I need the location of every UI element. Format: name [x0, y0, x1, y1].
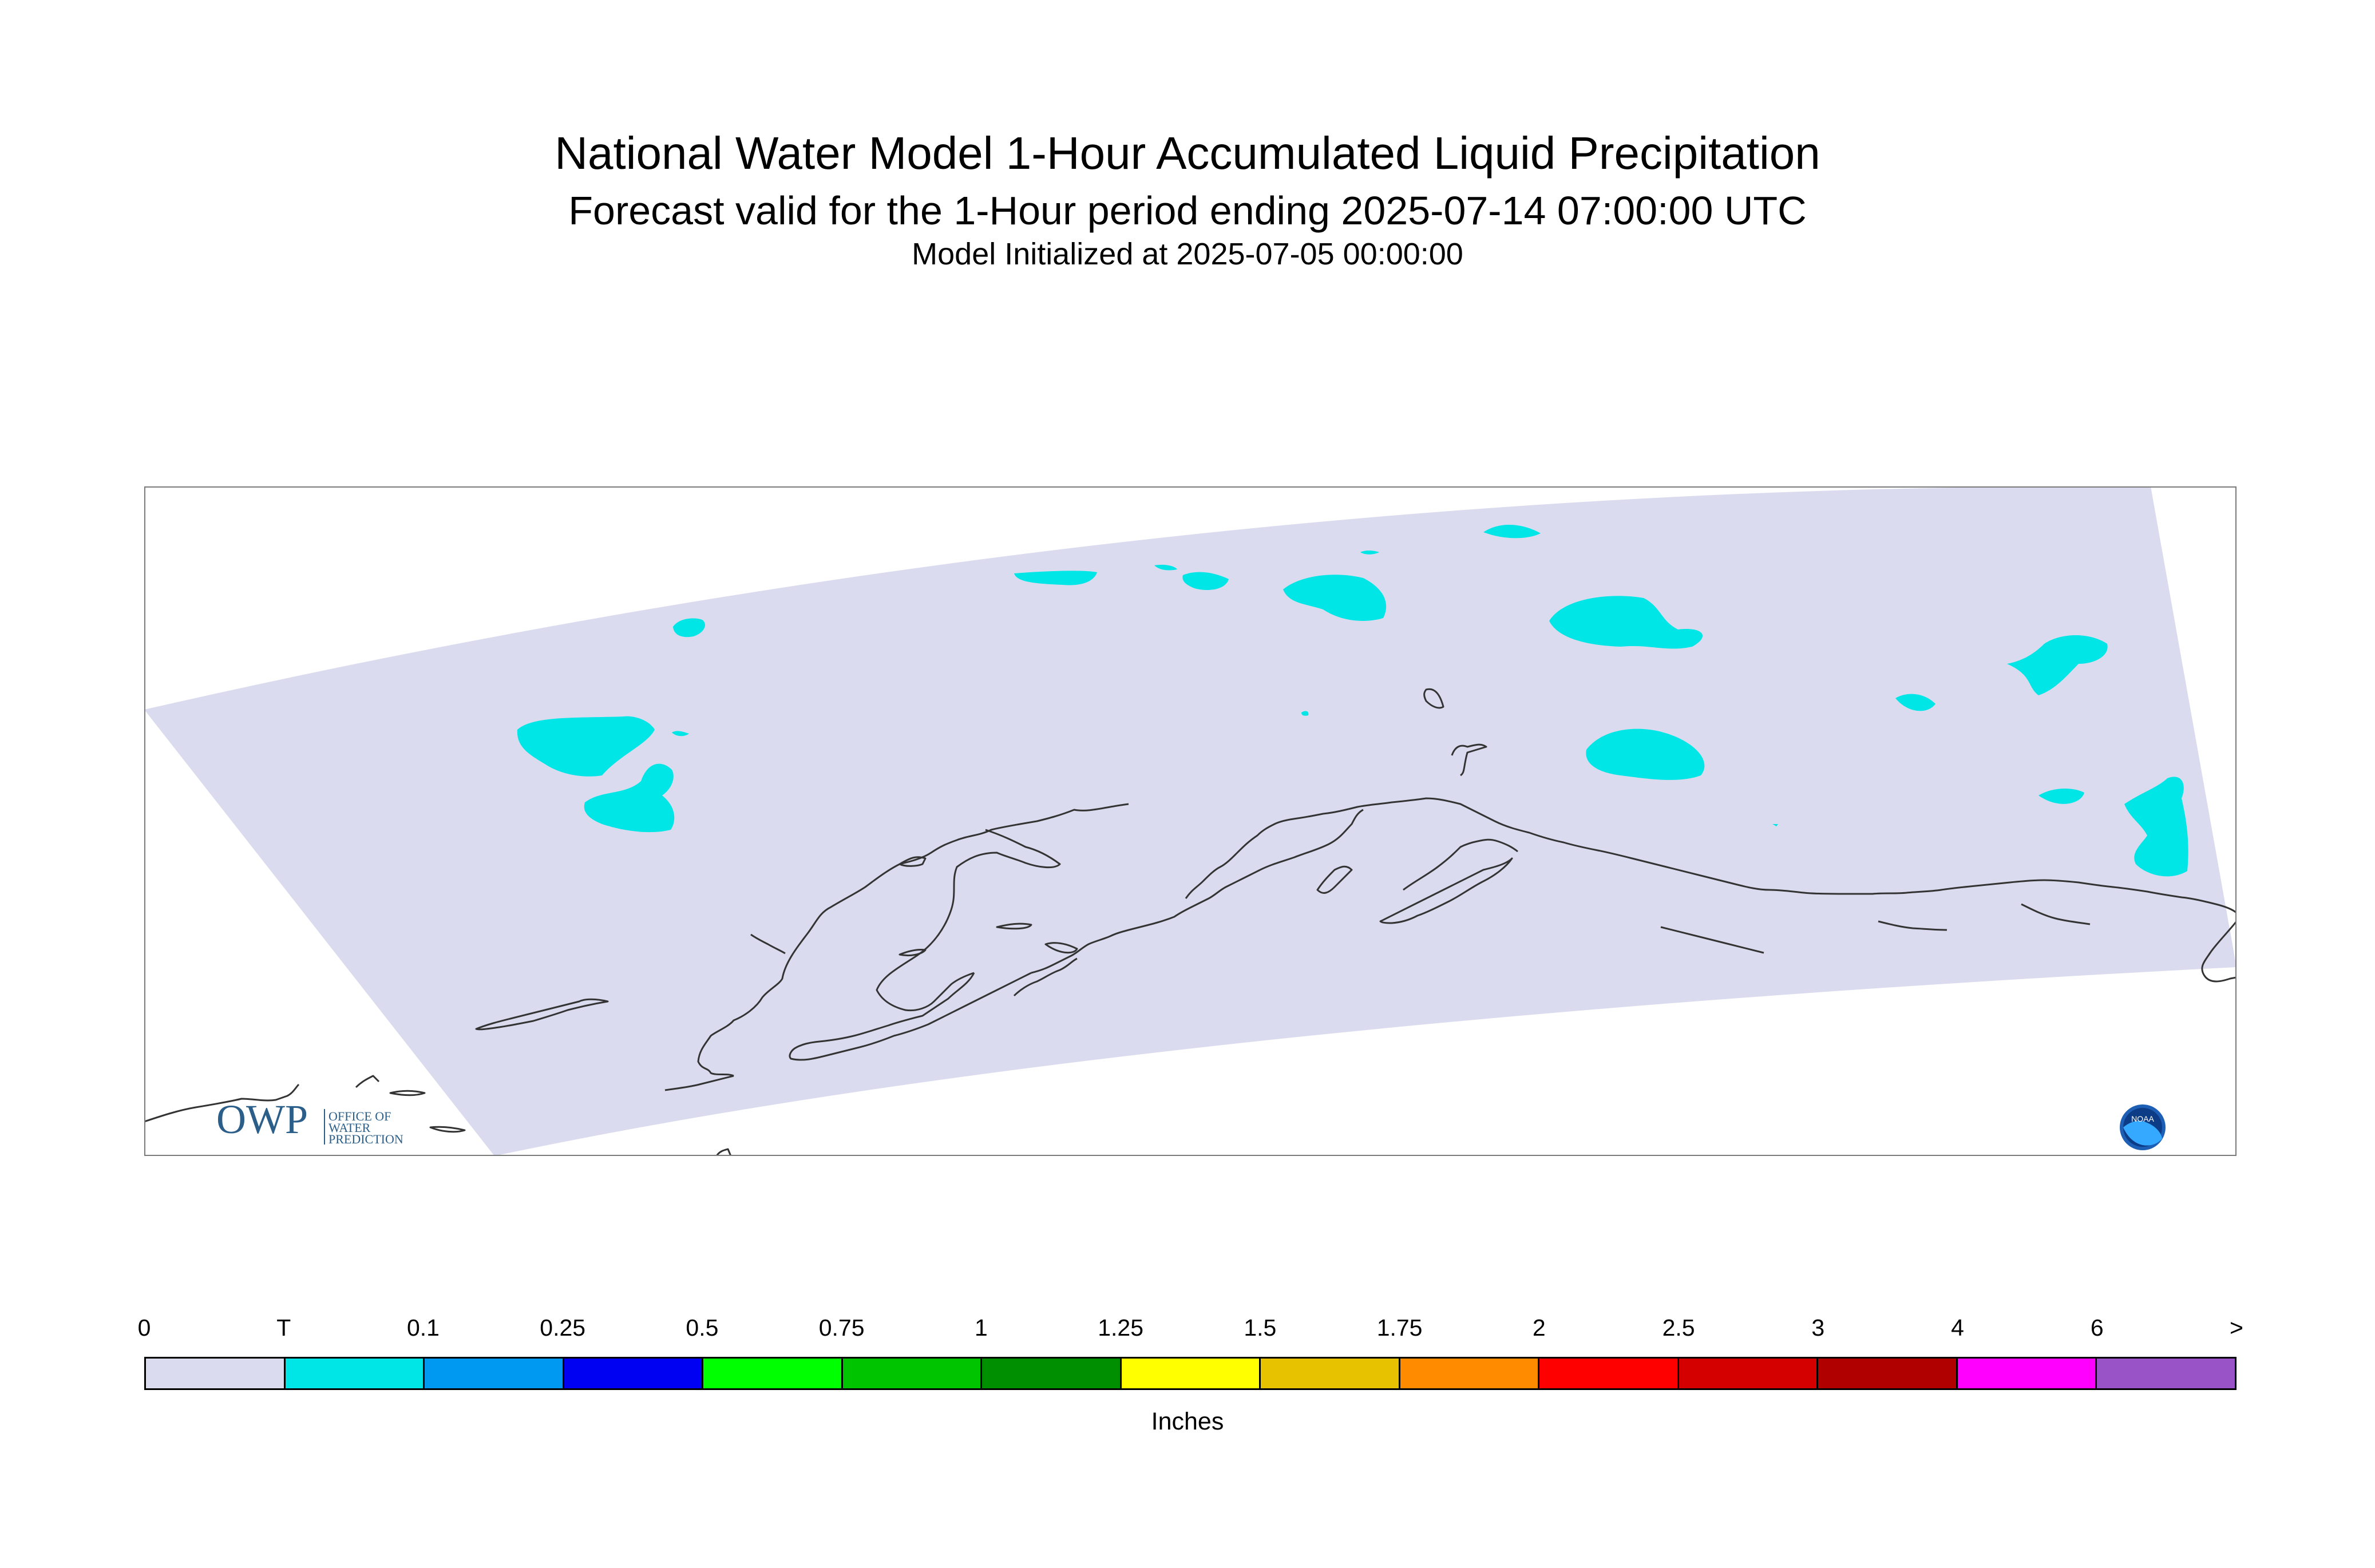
legend-tick-label: 4 [1951, 1314, 1964, 1341]
legend-tick-label: 0.25 [540, 1314, 586, 1341]
legend-swatch [285, 1359, 425, 1388]
owp-logo-line-1: OFFICE OF [328, 1109, 391, 1123]
legend-swatch [146, 1359, 286, 1388]
precipitation-areas [517, 525, 2188, 877]
legend-tick-label: 0 [137, 1314, 151, 1341]
legend-swatch [1818, 1359, 1958, 1388]
legend-tick-label: 6 [2090, 1314, 2104, 1341]
owp-logo-text: OWP [216, 1096, 308, 1142]
noaa-logo: NOAA [2120, 1104, 2166, 1150]
legend-swatch [425, 1359, 564, 1388]
legend-tick-label: 3 [1811, 1314, 1825, 1341]
model-domain [144, 486, 2237, 1156]
legend-swatch [842, 1359, 983, 1388]
legend-tick-label: 0.75 [818, 1314, 865, 1341]
legend-swatch [1679, 1359, 1819, 1388]
legend-tick-label: 0.1 [406, 1314, 440, 1341]
noaa-logo-text: NOAA [2131, 1114, 2154, 1123]
coastlines [144, 688, 2237, 1156]
legend-swatch [1539, 1359, 1679, 1388]
owp-logo-line-3: PREDICTION [328, 1132, 403, 1146]
owp-logo: OWP OFFICE OF WATER PREDICTION [216, 1096, 403, 1146]
legend-swatch [1957, 1359, 2097, 1388]
map-frame [144, 486, 2237, 1156]
legend-swatch [1121, 1359, 1261, 1388]
chart-title: National Water Model 1-Hour Accumulated … [555, 128, 1820, 179]
legend-swatch [982, 1359, 1122, 1388]
legend-swatch [1261, 1359, 1400, 1388]
legend-tick-label: T [276, 1314, 291, 1341]
legend-units-label: Inches [1151, 1408, 1224, 1435]
legend-swatch [1400, 1359, 1540, 1388]
legend-swatch [564, 1359, 704, 1388]
init-time-label: Model Initialized at 2025-07-05 00:00:00 [912, 237, 1463, 271]
legend-swatch [703, 1359, 843, 1388]
legend-tick-label: 1.25 [1098, 1314, 1144, 1341]
legend-tick-label: 0.5 [686, 1314, 719, 1341]
legend-tick-label: 1.75 [1376, 1314, 1423, 1341]
legend-tick-label: 2.5 [1662, 1314, 1695, 1341]
owp-logo-line-2: WATER [328, 1120, 371, 1135]
legend-tick-label: > [2230, 1314, 2243, 1341]
legend-tick-label: 1.5 [1244, 1314, 1277, 1341]
legend-tick-label: 2 [1532, 1314, 1546, 1341]
legend-tick-label: 1 [974, 1314, 988, 1341]
chart-subtitle: Forecast valid for the 1-Hour period end… [568, 188, 1807, 233]
legend-colorbar [144, 1357, 2237, 1390]
precipitation-map: OWP OFFICE OF WATER PREDICTION NOAA [144, 486, 2237, 1156]
legend-swatch [2097, 1359, 2235, 1388]
